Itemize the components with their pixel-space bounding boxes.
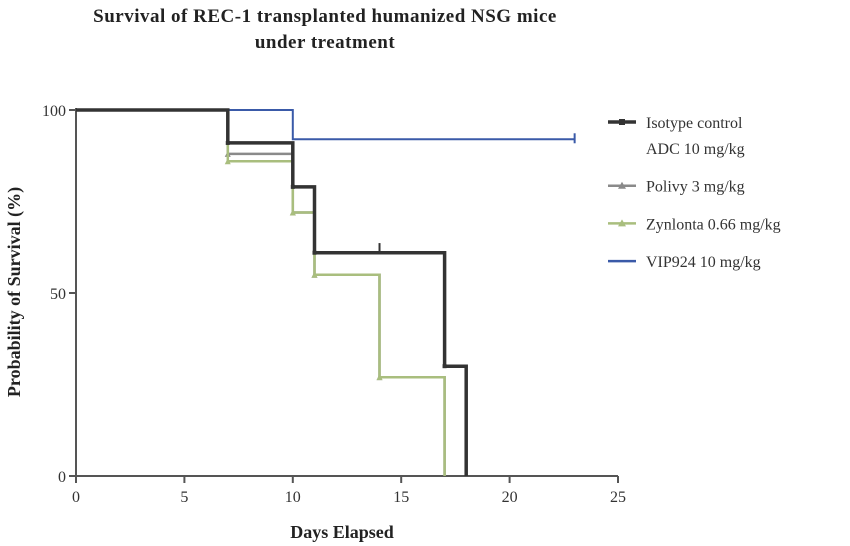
axes-group: 0 5 10 15 20 25 0 50 100: [42, 103, 626, 506]
series-0-point-4: [290, 184, 295, 189]
legend-label-2-0: Zynlonta 0.66 mg/kg: [646, 216, 781, 233]
x-tick-label-20: 20: [502, 489, 518, 506]
y-tick-label-50: 50: [50, 286, 66, 303]
legend-label-3-0: VIP924 10 mg/kg: [646, 254, 761, 271]
series-2-point-6: [311, 271, 318, 278]
series-0-point-2: [225, 140, 230, 145]
legend-group: Isotype control ADC 10 mg/kg Polivy 3 mg/k…: [608, 115, 781, 271]
y-tick-label-0: 0: [58, 469, 66, 486]
chart-title-line-2: under treatment: [254, 32, 396, 53]
legend-label-0-1: ADC 10 mg/kg: [646, 141, 745, 158]
y-tick-label-100: 100: [42, 103, 66, 120]
x-tick-label-10: 10: [285, 489, 301, 506]
x-axis-label: Days Elapsed: [290, 522, 394, 542]
series-2-point-8: [376, 374, 383, 381]
x-tick-label-15: 15: [393, 489, 409, 506]
y-axis-label: Probability of Survival (%): [4, 187, 25, 397]
legend-label-1-0: Polivy 3 mg/kg: [646, 179, 745, 196]
series-0-point-6: [312, 250, 317, 255]
x-tick-label-25: 25: [610, 489, 626, 506]
x-tick-label-0: 0: [72, 489, 80, 506]
series-group: [76, 108, 576, 476]
series-2-point-2: [224, 158, 231, 165]
chart-title-line-1: Survival of REC-1 transplanted humanized…: [93, 6, 557, 27]
series-line-3: [76, 109, 575, 141]
legend-label-0-0: Isotype control: [646, 115, 743, 132]
series-0-point-9: [442, 364, 447, 369]
series-line-1: [76, 108, 446, 476]
legend-marker-0: [619, 119, 625, 125]
legend-marker-1: [618, 181, 626, 189]
series-line-0: [76, 108, 468, 476]
series-2-point-4: [289, 209, 296, 216]
x-tick-label-5: 5: [180, 489, 188, 506]
legend-marker-2: [618, 219, 626, 227]
series-line-2: [76, 108, 446, 476]
